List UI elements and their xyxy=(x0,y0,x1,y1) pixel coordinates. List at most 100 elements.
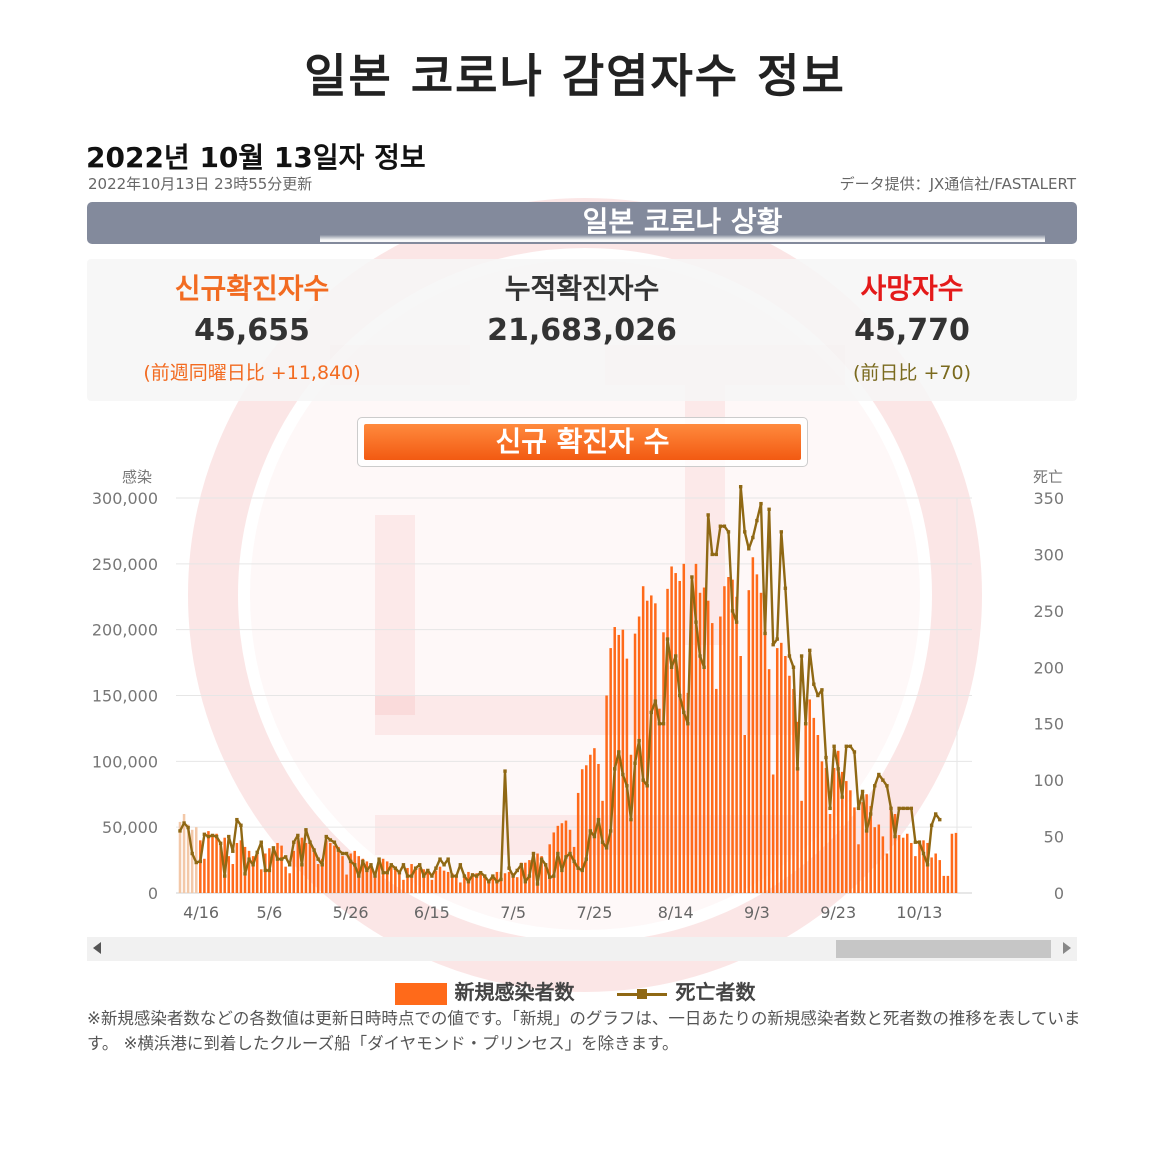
deaths-point xyxy=(799,654,804,658)
deaths-point xyxy=(812,682,816,686)
deaths-point xyxy=(665,637,670,641)
deaths-point xyxy=(214,834,219,839)
deaths-point xyxy=(836,767,840,771)
deaths-point xyxy=(231,849,235,853)
deaths-point xyxy=(552,874,556,878)
deaths-point xyxy=(332,840,337,844)
bar xyxy=(410,864,413,893)
deaths-point xyxy=(905,806,909,811)
deaths-point xyxy=(474,874,479,878)
legend-deaths-line-icon xyxy=(617,983,668,1005)
deaths-point xyxy=(657,722,662,726)
bar xyxy=(418,867,421,893)
bar xyxy=(832,767,836,893)
bar xyxy=(723,586,726,893)
deaths-point xyxy=(791,665,796,669)
y-right-axis-label: 死亡 xyxy=(1033,468,1063,486)
deaths-point xyxy=(673,654,678,658)
bar xyxy=(800,800,803,893)
y-right-tick-label: 50 xyxy=(1044,828,1064,847)
scroll-right-arrow-icon[interactable] xyxy=(1063,942,1071,954)
bar xyxy=(337,846,340,893)
bar xyxy=(869,806,872,893)
deaths-point xyxy=(218,841,223,846)
deaths-point xyxy=(893,834,897,839)
new-cases-change: (前週同曜日比 +11,840) xyxy=(143,362,361,384)
bar xyxy=(329,842,332,893)
deaths-point xyxy=(734,620,739,624)
deaths-point xyxy=(409,874,414,878)
bar xyxy=(211,835,214,893)
deaths-point xyxy=(938,817,942,822)
updated-timestamp: 2022年10月13日 23時55分更新 xyxy=(88,175,313,193)
bar xyxy=(910,842,913,893)
deaths-point xyxy=(182,821,186,825)
deaths-point xyxy=(454,874,458,878)
bar xyxy=(483,877,486,893)
bar xyxy=(548,844,551,893)
deaths-point xyxy=(426,868,430,873)
deaths-point xyxy=(645,784,649,788)
bar xyxy=(934,853,937,893)
bar xyxy=(390,864,393,893)
bar xyxy=(727,577,730,893)
new-cases-value: 45,655 xyxy=(194,313,310,348)
scrollbar-thumb[interactable] xyxy=(836,940,1051,958)
deaths-point xyxy=(267,868,272,873)
chart-scrollbar[interactable] xyxy=(87,937,1077,961)
bar xyxy=(625,658,629,893)
deaths-point xyxy=(393,866,398,870)
deaths-point xyxy=(864,829,869,833)
deaths-point xyxy=(795,767,800,771)
bar xyxy=(251,856,255,893)
scroll-left-arrow-icon[interactable] xyxy=(93,942,101,954)
bar xyxy=(853,807,856,893)
deaths-label: 사망자수 xyxy=(860,272,964,305)
deaths-point xyxy=(592,834,597,839)
bar xyxy=(247,850,251,893)
deaths-point xyxy=(515,868,519,873)
deaths-point xyxy=(909,806,914,811)
deaths-point xyxy=(361,859,365,864)
deaths-point xyxy=(353,863,357,867)
deaths-point xyxy=(706,513,710,517)
bar xyxy=(434,870,438,893)
deaths-point xyxy=(885,784,889,788)
bar xyxy=(755,574,759,893)
y-right-tick-label: 200 xyxy=(1033,658,1064,677)
bar xyxy=(654,603,657,893)
legend-deaths[interactable]: 死亡者数 xyxy=(617,976,755,1005)
bar xyxy=(207,831,210,893)
deaths-point xyxy=(450,874,454,878)
deaths-point xyxy=(430,874,434,878)
bar xyxy=(186,824,190,893)
bar xyxy=(520,862,523,893)
bar xyxy=(284,866,287,893)
deaths-point xyxy=(548,875,552,879)
y-right-tick-label: 250 xyxy=(1033,602,1064,621)
deaths-point xyxy=(722,524,727,528)
deaths-point xyxy=(287,863,292,867)
bar xyxy=(609,648,612,893)
stat-deaths: 사망자수 45,770 (前日比 +70) xyxy=(747,259,1077,385)
deaths-point xyxy=(422,874,426,878)
deaths-point xyxy=(629,817,633,822)
deaths-point xyxy=(279,857,284,861)
bar xyxy=(353,850,356,893)
deaths-change: (前日比 +70) xyxy=(853,362,971,384)
deaths-point xyxy=(868,812,873,816)
bar xyxy=(182,814,186,893)
deaths-point xyxy=(901,806,905,811)
deaths-point xyxy=(259,840,263,844)
legend-cases[interactable]: 新規感染者数 xyxy=(394,976,575,1005)
deaths-point xyxy=(377,857,381,861)
deaths-point xyxy=(787,654,792,658)
bar xyxy=(641,586,645,893)
deaths-point xyxy=(413,866,418,870)
bar xyxy=(775,648,779,893)
bar xyxy=(568,829,572,893)
deaths-point xyxy=(405,874,410,878)
bar xyxy=(650,595,653,893)
deaths-point xyxy=(564,855,568,859)
bar xyxy=(532,858,535,893)
